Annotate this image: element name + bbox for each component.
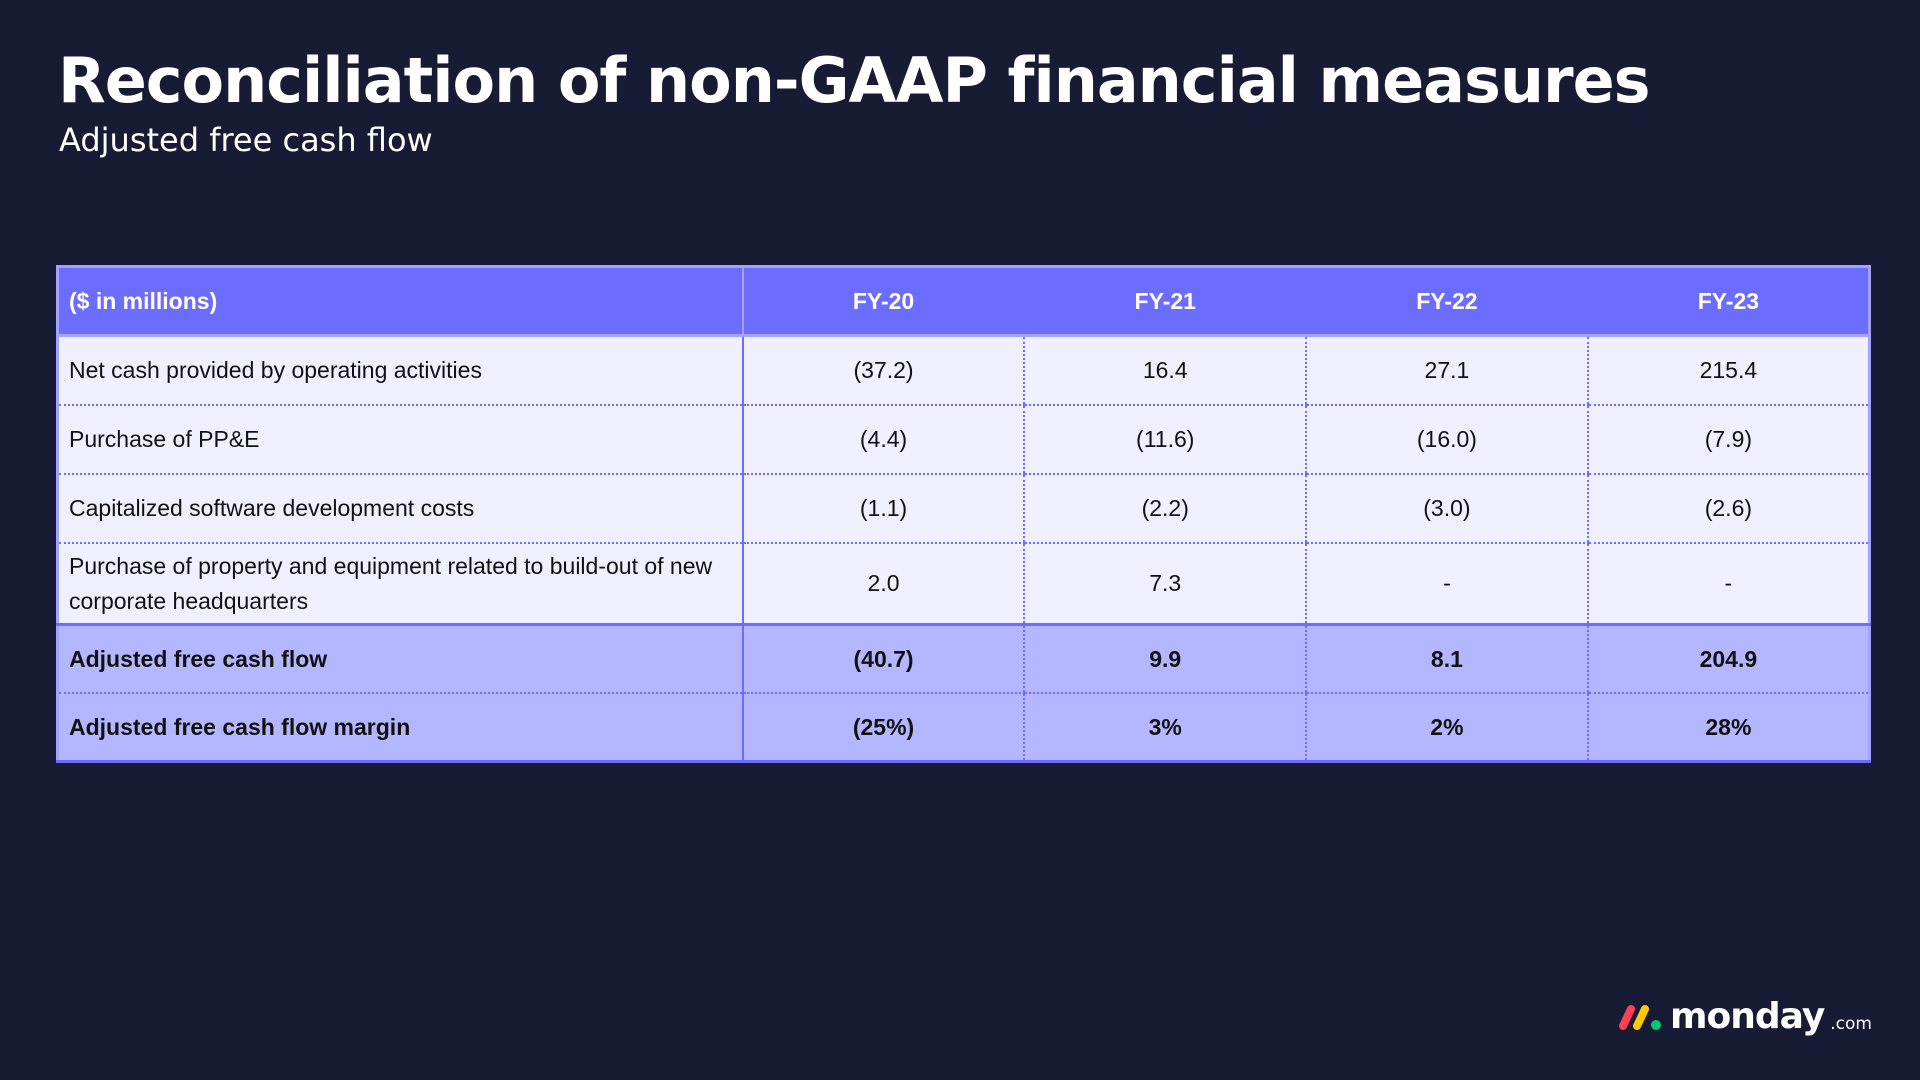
slide-title: Reconciliation of non-GAAP financial mea… <box>58 44 1651 117</box>
table-row: Purchase of property and equipment relat… <box>55 543 1871 626</box>
table-row: Purchase of PP&E (4.4) (11.6) (16.0) (7.… <box>55 405 1871 475</box>
table-cell: 215.4 <box>1586 335 1871 406</box>
total-row: Adjusted free cash flow margin (25%) 3% … <box>55 693 1871 763</box>
table-cell: (37.2) <box>742 335 1025 406</box>
table-cell: (16.0) <box>1305 405 1588 475</box>
row-label: Capitalized software development costs <box>55 474 744 544</box>
table-cell: (1.1) <box>742 474 1025 544</box>
table-cell: 28% <box>1586 693 1871 763</box>
table-cell: 27.1 <box>1305 335 1588 406</box>
row-label: Purchase of property and equipment relat… <box>55 543 744 626</box>
table-cell: 204.9 <box>1586 624 1871 694</box>
table-cell: 3% <box>1023 693 1307 763</box>
table-cell: (40.7) <box>742 624 1025 694</box>
row-label: Adjusted free cash flow <box>55 624 744 694</box>
row-label: Adjusted free cash flow margin <box>55 693 744 763</box>
table-cell: (7.9) <box>1586 405 1871 475</box>
table-cell: 9.9 <box>1023 624 1307 694</box>
slide-subtitle: Adjusted free cash flow <box>59 121 433 159</box>
reconciliation-table: ($ in millions) FY-20 FY-21 FY-22 FY-23 … <box>55 265 1871 763</box>
total-row: Adjusted free cash flow (40.7) 9.9 8.1 2… <box>55 624 1871 694</box>
table-cell: (2.2) <box>1023 474 1307 544</box>
table-cell: 16.4 <box>1023 335 1307 406</box>
monday-logo-mark-icon <box>1618 1004 1661 1030</box>
column-header-fy22: FY-22 <box>1305 265 1588 337</box>
row-label: Purchase of PP&E <box>55 405 744 475</box>
column-header-fy23: FY-23 <box>1586 265 1871 337</box>
table-cell: (2.6) <box>1586 474 1871 544</box>
logo-wordmark: monday <box>1669 996 1825 1037</box>
table-row: Capitalized software development costs (… <box>55 474 1871 544</box>
table-header-row: ($ in millions) FY-20 FY-21 FY-22 FY-23 <box>55 265 1871 337</box>
column-header-fy21: FY-21 <box>1023 265 1307 337</box>
logo-suffix: .com <box>1830 1013 1872 1034</box>
table-cell: 2% <box>1305 693 1588 763</box>
table-cell: 7.3 <box>1023 543 1307 626</box>
table-cell: (4.4) <box>742 405 1025 475</box>
table-cell: 8.1 <box>1305 624 1588 694</box>
column-header-fy20: FY-20 <box>741 265 1025 337</box>
table-cell: - <box>1586 543 1871 626</box>
monday-logo: monday .com <box>1618 996 1872 1037</box>
table-cell: 2.0 <box>742 543 1025 626</box>
table-cell: (25%) <box>742 693 1025 763</box>
row-label: Net cash provided by operating activitie… <box>55 335 744 406</box>
table-row: Net cash provided by operating activitie… <box>55 335 1871 406</box>
table-cell: - <box>1305 543 1588 626</box>
table-cell: (11.6) <box>1023 405 1307 475</box>
table-cell: (3.0) <box>1305 474 1588 544</box>
column-header-units: ($ in millions) <box>55 265 743 337</box>
